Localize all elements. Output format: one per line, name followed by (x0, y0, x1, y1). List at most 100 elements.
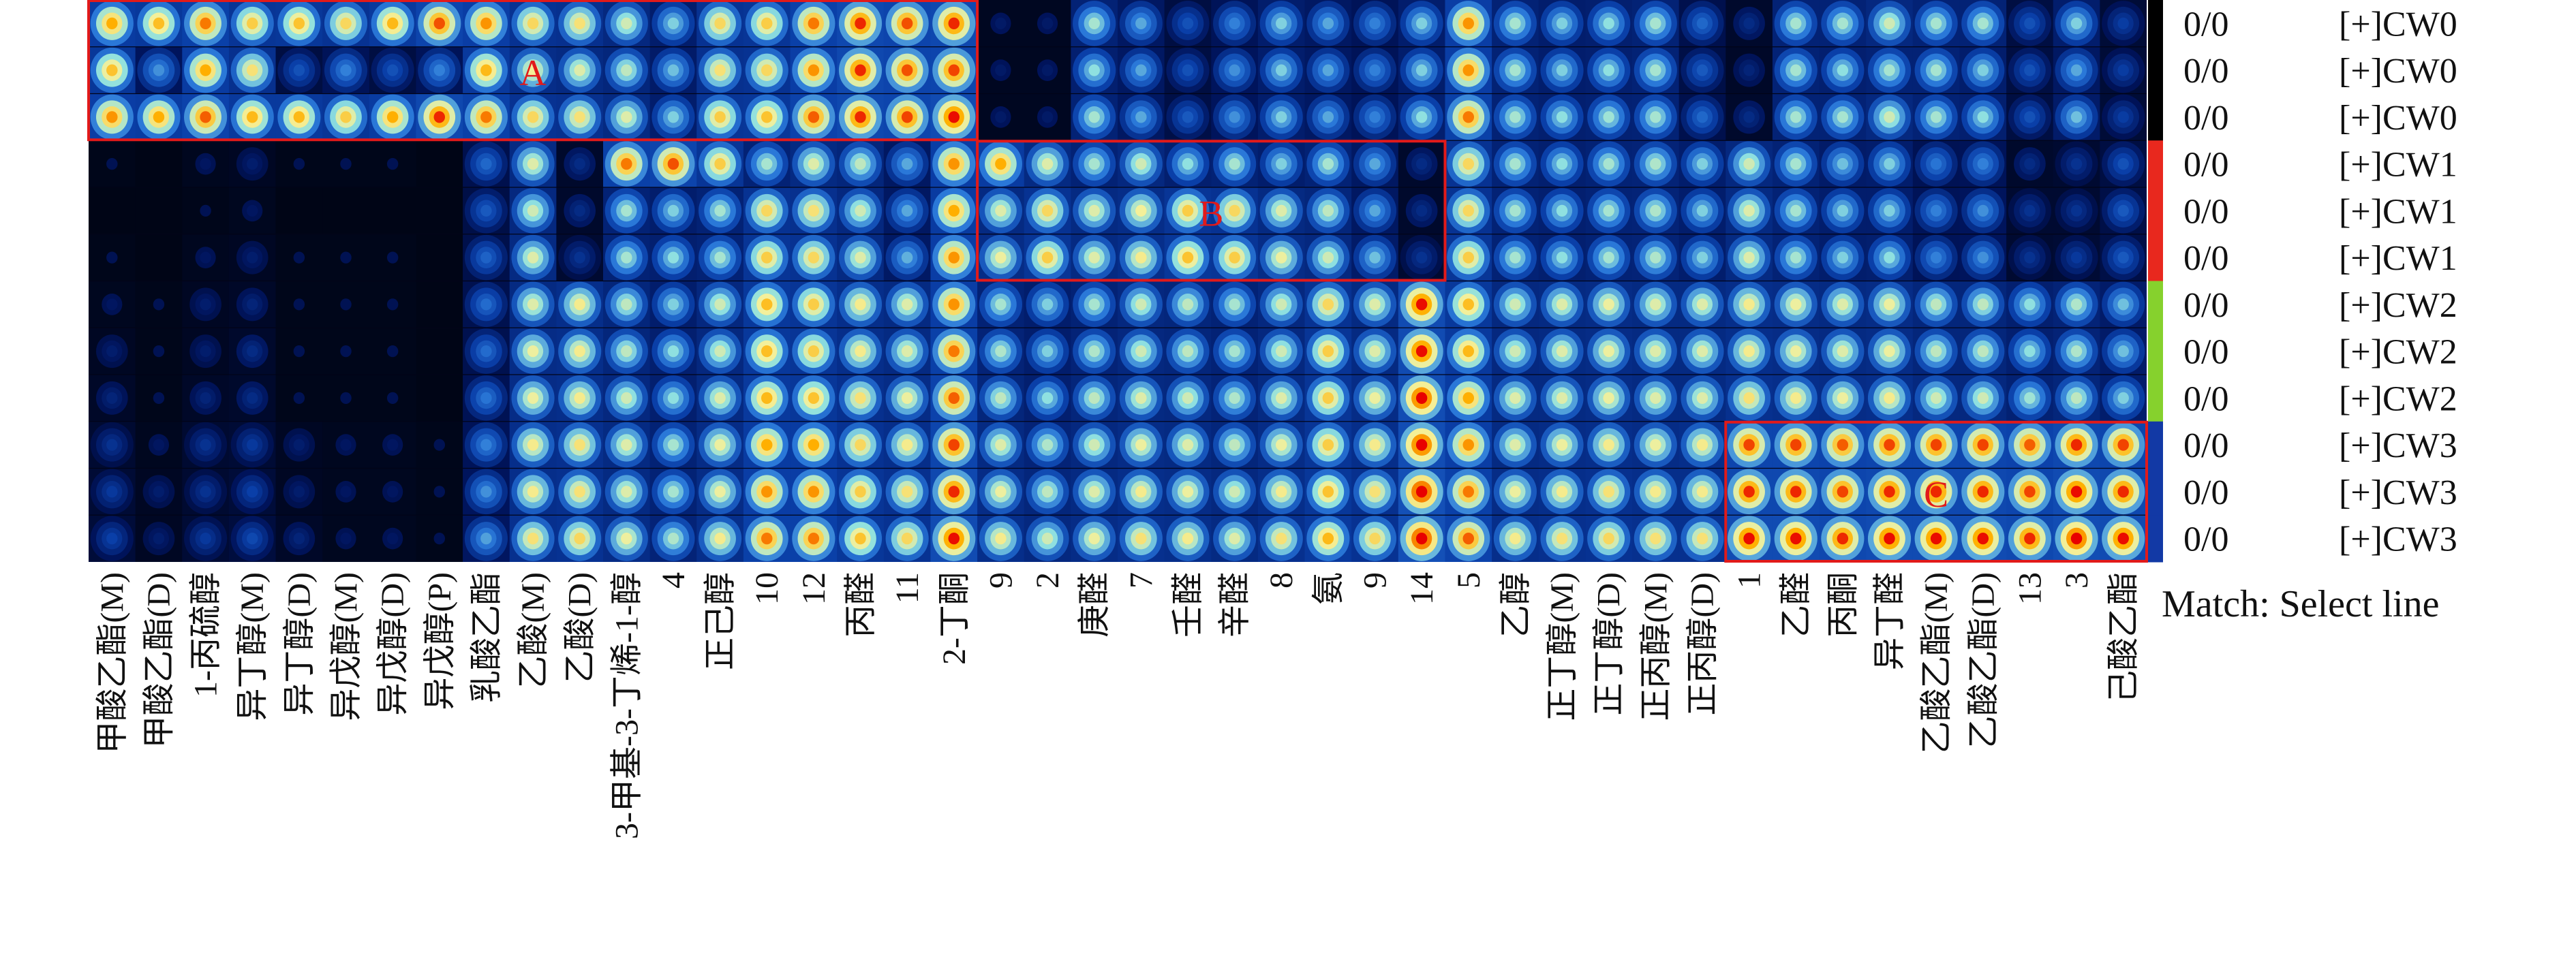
heatmap-cell (1866, 46, 1914, 95)
heatmap-cell (1632, 375, 1680, 422)
heatmap-cell (1445, 234, 1492, 282)
highlight-label-a: A (520, 52, 547, 93)
heatmap-cell (1211, 375, 1259, 422)
heatmap-cell (977, 281, 1025, 328)
column-label: 3-甲基-3-丁烯-1-醇 (609, 572, 645, 839)
heatmap-cell (649, 375, 697, 422)
heatmap-cell (228, 281, 277, 328)
heatmap-cell (2006, 0, 2054, 48)
heatmap-cell (1024, 187, 1071, 235)
heatmap-cell (1959, 0, 2007, 48)
row-value-label: 0/0 (2183, 379, 2228, 418)
heatmap-cell (1772, 140, 1820, 188)
heatmap-cell (89, 93, 136, 141)
heatmap-cell (1257, 281, 1306, 328)
heatmap-cell (603, 46, 651, 95)
heatmap-cell (1071, 234, 1118, 282)
heatmap-cell (135, 328, 183, 375)
heatmap-cell (275, 93, 323, 141)
heatmap-cell (1351, 515, 1399, 562)
heatmap-cell (1726, 468, 1773, 516)
heatmap-cell (1726, 46, 1773, 95)
heatmap-cell (1726, 281, 1773, 328)
heatmap-cell (1445, 328, 1492, 375)
heatmap-cell (1257, 46, 1306, 95)
heatmap-cell (1678, 0, 1726, 48)
heatmap-cell (649, 515, 697, 562)
heatmap-cell (743, 421, 791, 469)
heatmap-cell (1024, 515, 1071, 562)
row-sample-label: [+]CW0 (2339, 99, 2457, 138)
row-value-label: 0/0 (2183, 99, 2228, 138)
heatmap-cell (1445, 46, 1492, 95)
heatmap-cell (2053, 93, 2100, 141)
heatmap-cell (2100, 234, 2147, 282)
heatmap-cell (322, 281, 370, 328)
row-sample-label: [+]CW1 (2339, 239, 2457, 278)
heatmap-cell (1164, 46, 1212, 95)
column-label: 7 (1123, 572, 1159, 589)
heatmap-cell (1959, 515, 2007, 562)
heatmap-cell (1538, 375, 1586, 422)
highlight-label-b: B (1199, 193, 1223, 234)
heatmap-cell (275, 46, 323, 95)
heatmap-cell (603, 0, 651, 48)
heatmap-cell (509, 421, 557, 469)
column-label: 正丁醇(D) (1591, 572, 1627, 716)
heatmap-cell (275, 468, 323, 516)
group-bar (2148, 93, 2163, 141)
heatmap-cell (275, 328, 323, 375)
heatmap-cell (1912, 0, 1961, 48)
heatmap-cell (2100, 281, 2147, 328)
heatmap-cell (89, 187, 136, 235)
heatmap-cell (369, 234, 417, 282)
heatmap-cell (837, 93, 885, 141)
row-value-label: 0/0 (2183, 5, 2228, 44)
heatmap-cell (1632, 515, 1680, 562)
column-label: 8 (1263, 572, 1300, 589)
heatmap-cell (135, 0, 183, 48)
heatmap-cell (1678, 468, 1726, 516)
group-bar (2148, 468, 2163, 516)
heatmap-cell (1398, 187, 1446, 235)
column-label: 3 (2059, 572, 2095, 589)
heatmap-cell (837, 421, 885, 469)
heatmap-cell (1071, 140, 1118, 188)
heatmap-cell (1585, 234, 1633, 282)
heatmap-cell (1071, 93, 1118, 141)
heatmap-cell (1304, 421, 1352, 469)
heatmap-cell (1912, 93, 1961, 141)
heatmap-cell (743, 187, 791, 235)
group-bar (2148, 328, 2163, 375)
heatmap-cell (1726, 0, 1773, 48)
heatmap-cell (1024, 140, 1071, 188)
heatmap-cell (1071, 328, 1118, 375)
heatmap-cell (649, 140, 697, 188)
heatmap-cell (743, 281, 791, 328)
column-label: 9 (983, 572, 1019, 589)
column-label: 正丙醇(M) (1638, 572, 1674, 721)
heatmap-cell (89, 234, 136, 282)
heatmap-cell (2100, 375, 2147, 422)
heatmap-cell (1772, 0, 1820, 48)
heatmap-cell (1304, 187, 1352, 235)
heatmap-cell (1678, 515, 1726, 562)
heatmap-cell (649, 46, 697, 95)
heatmap-cell (463, 328, 510, 375)
row-sample-label: [+]CW3 (2339, 426, 2457, 465)
heatmap-cell (182, 468, 230, 516)
column-label: 10 (749, 572, 785, 605)
heatmap-cell (1211, 234, 1259, 282)
heatmap-cell (883, 281, 932, 328)
heatmap-cell (1678, 421, 1726, 469)
heatmap-cells (89, 0, 2147, 562)
heatmap-cell (322, 375, 370, 422)
heatmap-cell (1678, 234, 1726, 282)
heatmap-cell (1304, 281, 1352, 328)
heatmap-cell (1726, 421, 1773, 469)
heatmap-cell (228, 46, 277, 95)
group-bar (2148, 515, 2163, 563)
heatmap-cell (182, 515, 230, 562)
heatmap-cell (743, 0, 791, 48)
